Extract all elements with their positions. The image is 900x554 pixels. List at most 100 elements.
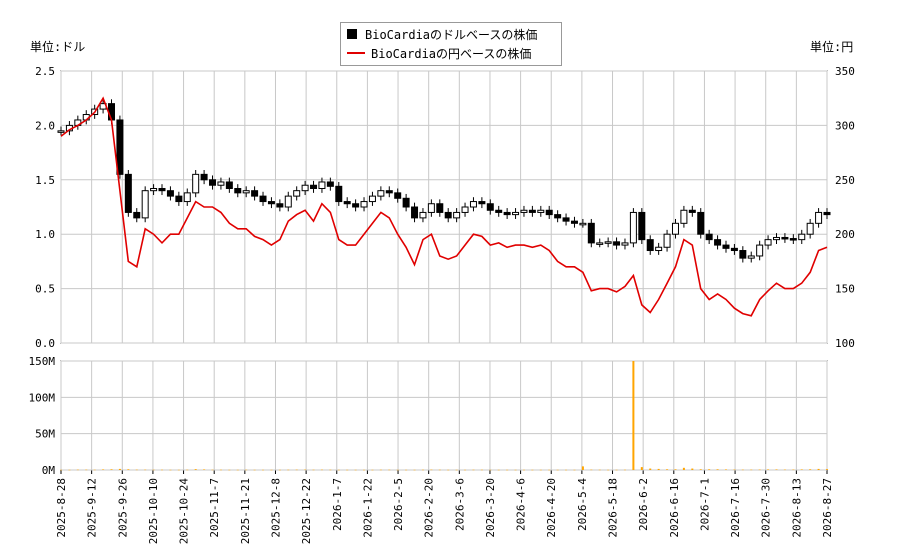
usd-candle xyxy=(772,236,780,241)
usd-candle xyxy=(646,239,654,252)
x-tick-label: 2025-10-10 xyxy=(147,478,160,544)
volume-bar xyxy=(573,469,576,471)
usd-candle xyxy=(124,173,132,213)
usd-candle xyxy=(267,201,275,205)
x-tick-label: 2026-6-16 xyxy=(668,478,681,538)
x-tick-label: 2025-10-24 xyxy=(178,478,191,545)
usd-candle xyxy=(638,211,646,241)
volume-bar xyxy=(329,469,332,471)
usd-candle xyxy=(402,197,410,208)
volume-bar xyxy=(186,469,189,471)
volume-bar xyxy=(262,469,265,471)
usd-candle xyxy=(209,179,217,186)
y-left-tick-label: 1.0 xyxy=(35,228,55,241)
volume-bar xyxy=(775,469,778,470)
volume-bar xyxy=(135,469,138,471)
volume-bar xyxy=(800,469,803,470)
volume-tick-label: 150M xyxy=(29,355,56,368)
volume-bar xyxy=(253,469,256,471)
usd-candle xyxy=(512,211,520,216)
volume-bar xyxy=(539,469,542,471)
usd-candle xyxy=(486,203,494,211)
volume-bar xyxy=(152,469,155,471)
usd-candle xyxy=(596,242,604,245)
legend-usd-entry: BioCardiaのドルベースの株価 xyxy=(347,25,537,43)
volume-bar xyxy=(371,469,374,471)
usd-candle xyxy=(663,233,671,248)
volume-bar xyxy=(363,469,366,471)
x-tick-label: 2026-7-1 xyxy=(698,478,711,531)
usd-candle xyxy=(108,103,116,121)
volume-bar xyxy=(60,469,62,471)
usd-candle xyxy=(688,209,696,213)
volume-bar xyxy=(68,469,71,471)
usd-candle xyxy=(411,206,419,219)
x-tick-label: 2025-11-7 xyxy=(208,478,221,538)
x-tick-label: 2025-9-12 xyxy=(86,478,99,538)
x-tick-label: 2025-12-22 xyxy=(300,478,313,544)
price-plot-area xyxy=(60,70,828,344)
volume-bar xyxy=(337,469,340,471)
usd-candle xyxy=(293,190,301,197)
volume-bar xyxy=(724,469,727,470)
volume-bar xyxy=(245,469,248,471)
volume-bar xyxy=(203,469,206,470)
volume-bar xyxy=(169,469,172,471)
x-tick-label: 2025-11-21 xyxy=(239,478,252,544)
usd-candle xyxy=(697,211,705,235)
usd-candle xyxy=(806,222,814,235)
volume-bar xyxy=(76,469,79,471)
usd-candle xyxy=(301,184,309,192)
usd-candle xyxy=(798,233,806,241)
volume-bar xyxy=(783,469,786,471)
volume-bar xyxy=(522,469,525,471)
usd-candle xyxy=(251,190,259,197)
volume-bar xyxy=(615,469,618,471)
x-tick-label: 2026-2-5 xyxy=(392,478,405,531)
legend: BioCardiaのドルベースの株価 BioCardiaの円ベースの株価 xyxy=(340,22,562,66)
y-right-tick-label: 250 xyxy=(835,174,855,187)
usd-candle xyxy=(789,238,797,241)
usd-candle xyxy=(394,192,402,199)
usd-candle xyxy=(436,203,444,213)
usd-candle xyxy=(756,244,764,257)
left-unit-label: 単位:ドル xyxy=(30,40,86,54)
y-right-tick-label: 200 xyxy=(835,228,855,241)
volume-bar xyxy=(110,469,113,470)
volume-bar xyxy=(623,469,626,471)
volume-bar xyxy=(716,469,719,470)
volume-bar xyxy=(102,469,105,470)
usd-candle xyxy=(781,236,789,240)
usd-candle xyxy=(739,250,747,259)
usd-candle xyxy=(150,188,158,192)
usd-candle xyxy=(335,185,343,203)
usd-candle xyxy=(469,201,477,208)
volume-bar xyxy=(506,469,509,471)
usd-candle xyxy=(680,209,688,224)
usd-candle xyxy=(722,244,730,249)
usd-candle xyxy=(554,214,562,219)
volume-bar xyxy=(127,469,130,470)
volume-bar xyxy=(455,469,458,471)
volume-bar xyxy=(565,469,568,471)
usd-candle xyxy=(192,173,200,194)
volume-bar xyxy=(699,469,702,470)
volume-bar xyxy=(421,469,424,471)
volume-bar xyxy=(826,469,828,470)
usd-candle xyxy=(276,203,284,208)
volume-bar xyxy=(93,469,96,471)
usd-candle xyxy=(537,209,545,213)
volume-bar xyxy=(270,469,273,471)
usd-candle xyxy=(318,181,326,190)
x-tick-label: 2026-1-22 xyxy=(361,478,374,538)
usd-candle xyxy=(562,217,570,222)
x-tick-label: 2026-5-18 xyxy=(607,478,620,538)
volume-bar xyxy=(497,469,500,471)
legend-usd-label: BioCardiaのドルベースの株価 xyxy=(365,27,538,42)
usd-candle xyxy=(579,222,587,226)
y-left-tick-label: 1.5 xyxy=(35,174,55,187)
x-tick-label: 2026-1-7 xyxy=(331,478,344,531)
usd-candle xyxy=(705,233,713,241)
volume-tick-label: 0M xyxy=(42,464,56,477)
